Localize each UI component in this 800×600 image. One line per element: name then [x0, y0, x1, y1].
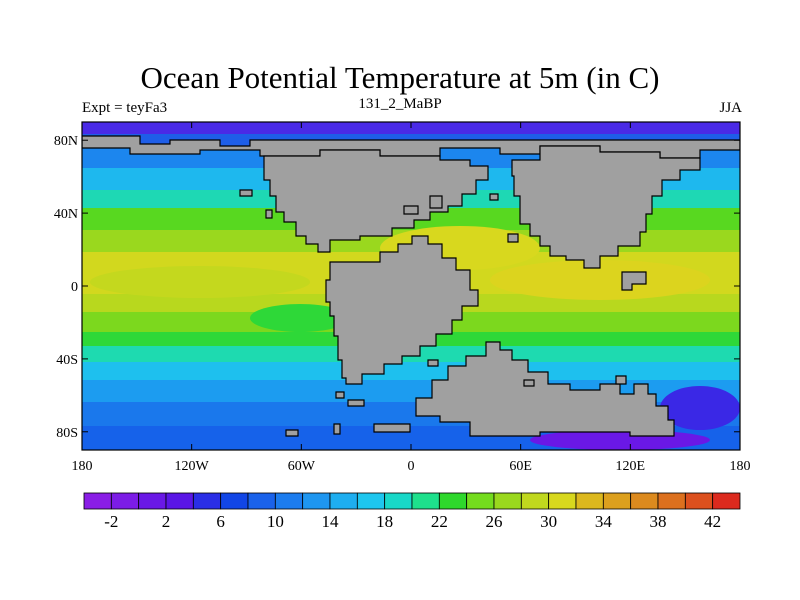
colorbar-swatch	[630, 492, 659, 510]
land-island	[333, 423, 341, 435]
land-eurasia	[511, 145, 701, 269]
colorbar-swatch	[247, 492, 276, 510]
colorbar-swatch	[520, 492, 550, 510]
land-island	[373, 423, 411, 433]
land-north-america	[263, 149, 489, 253]
axis-ticks: 80N 40N 0 40S 80S 180 120W 60W 0 60E 120E 180	[54, 122, 751, 474]
lon-tick-label: 120E	[616, 459, 646, 474]
warm-region	[490, 260, 710, 300]
land-island	[523, 379, 535, 387]
land-island	[621, 271, 647, 291]
colorbar-label: 26	[486, 512, 503, 531]
colorbar-swatch	[138, 492, 167, 510]
colorbar-swatch	[438, 492, 468, 510]
colorbar-swatch	[411, 492, 440, 510]
land-island	[335, 391, 345, 399]
colorbar-swatch	[657, 492, 686, 510]
lat-tick-label: 80N	[54, 134, 78, 149]
land-south-america-africa	[325, 235, 479, 385]
colorbar-swatch	[220, 492, 249, 510]
colorbar-label: 34	[595, 512, 613, 531]
colorbar-label: 18	[376, 512, 393, 531]
lat-tick-label: 40N	[54, 207, 78, 222]
lon-tick-label: 180	[72, 459, 93, 474]
colorbar-label: 14	[322, 512, 340, 531]
land-island	[427, 359, 439, 367]
colorbar-swatch	[302, 492, 331, 510]
colorbar-label: 30	[540, 512, 557, 531]
land-island	[615, 375, 627, 385]
colorbar: -2 2 6 10 14 18 22 26 30 34 38 42	[83, 492, 741, 531]
cool-region	[250, 304, 350, 332]
colorbar-swatch	[602, 492, 632, 510]
plot-title: Ocean Potential Temperature at 5m (in C)	[140, 60, 660, 95]
colorbar-swatch	[548, 492, 577, 510]
colorbar-label: 6	[216, 512, 225, 531]
lat-tick-label: 0	[71, 280, 78, 295]
colorbar-label: 10	[267, 512, 284, 531]
period-label: 131_2_MaBP	[358, 96, 442, 112]
colorbar-swatch	[329, 492, 358, 510]
colorbar-swatch	[712, 492, 741, 510]
lat-tick-label: 80S	[56, 426, 78, 441]
land-island	[429, 195, 443, 209]
warm-region	[90, 266, 310, 298]
colorbar-swatch	[356, 492, 386, 510]
colorbar-swatch	[165, 492, 194, 510]
lon-tick-label: 120W	[175, 459, 210, 474]
map-area	[82, 122, 740, 450]
land-island	[489, 193, 499, 201]
land-island	[507, 233, 519, 243]
colorbar-swatch	[575, 492, 604, 510]
lon-tick-label: 60W	[288, 459, 316, 474]
land-island	[403, 205, 419, 215]
colorbar-swatch	[110, 492, 140, 510]
colorbar-swatch	[493, 492, 522, 510]
colorbar-swatch	[192, 492, 222, 510]
colorbar-swatch	[83, 492, 112, 510]
colorbar-label: 38	[650, 512, 667, 531]
land-island	[265, 209, 273, 219]
colorbar-swatch	[466, 492, 495, 510]
lat-tick-label: 40S	[56, 353, 78, 368]
colorbar-label: 42	[704, 512, 721, 531]
land-island	[239, 189, 253, 197]
season-label: JJA	[719, 100, 742, 116]
colorbar-label: 22	[431, 512, 448, 531]
colorbar-label: 2	[162, 512, 171, 531]
colorbar-label: -2	[104, 512, 118, 531]
lon-tick-label: 60E	[509, 459, 532, 474]
colorbar-swatch	[684, 492, 714, 510]
cool-region	[530, 430, 710, 450]
ocean-band	[82, 362, 740, 380]
experiment-label: Expt = teyFa3	[82, 100, 168, 116]
land-island	[347, 399, 365, 407]
cool-region	[660, 386, 740, 430]
colorbar-swatch	[384, 492, 413, 510]
land-island	[285, 429, 299, 437]
lon-tick-label: 0	[408, 459, 415, 474]
lon-tick-label: 180	[730, 459, 751, 474]
colorbar-swatch	[274, 492, 304, 510]
